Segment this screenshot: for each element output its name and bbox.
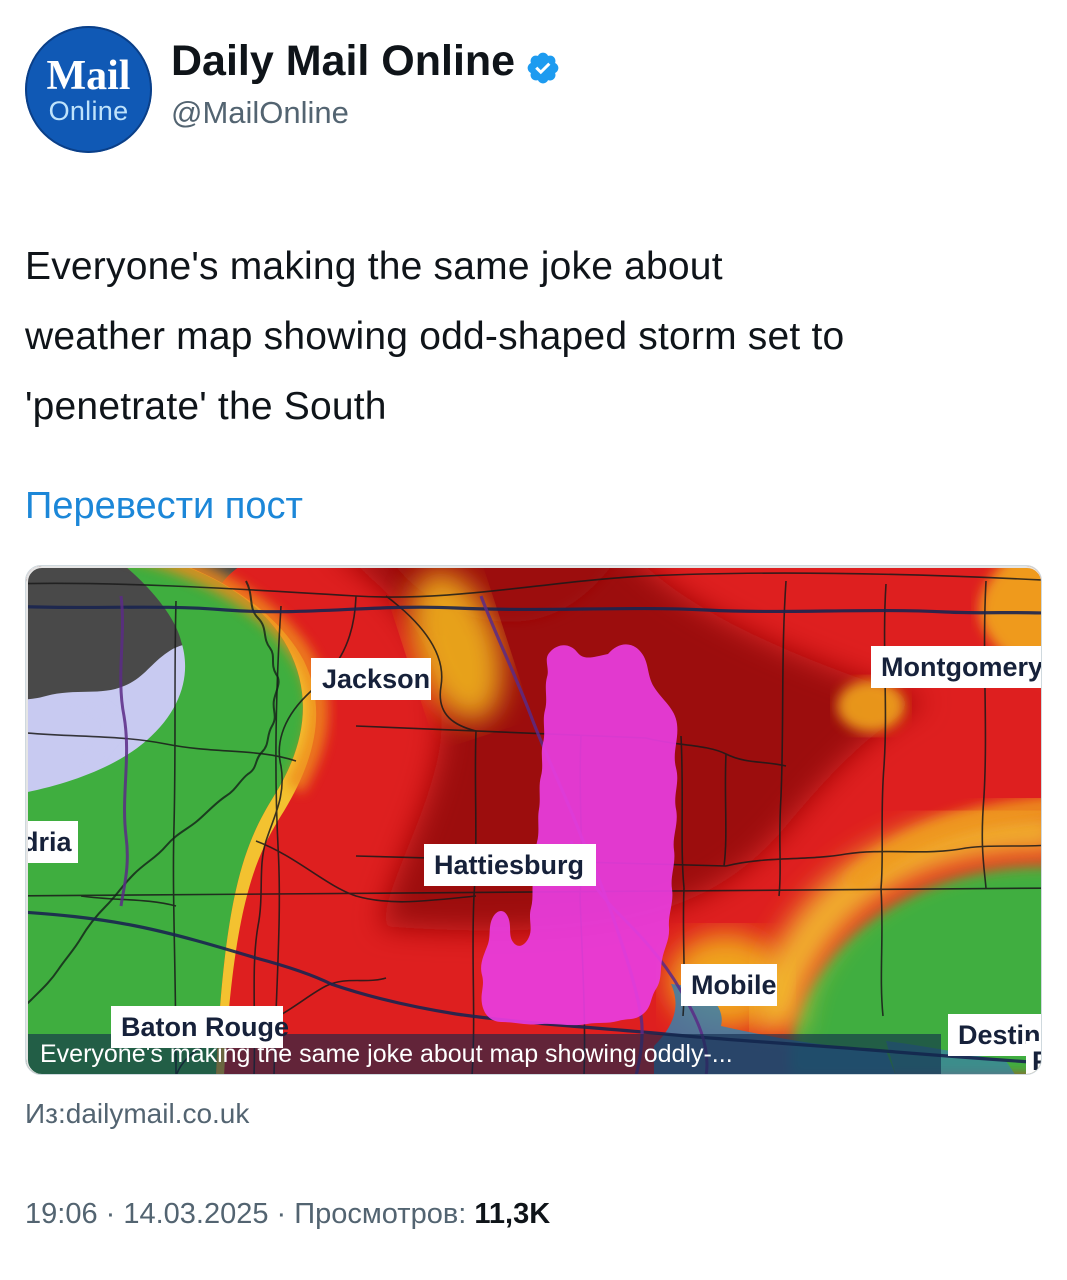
svg-text:Par: Par — [1032, 1046, 1042, 1075]
svg-text:Jackson: Jackson — [322, 664, 430, 694]
svg-text:Hattiesburg: Hattiesburg — [434, 850, 584, 880]
svg-text:Online: Online — [49, 96, 129, 126]
svg-text:dria: dria — [26, 827, 73, 857]
svg-text:Montgomery: Montgomery — [881, 652, 1042, 682]
svg-text:Mail: Mail — [47, 53, 131, 99]
svg-text:Baton Rouge: Baton Rouge — [121, 1012, 289, 1042]
svg-text:Mobile: Mobile — [691, 970, 777, 1000]
